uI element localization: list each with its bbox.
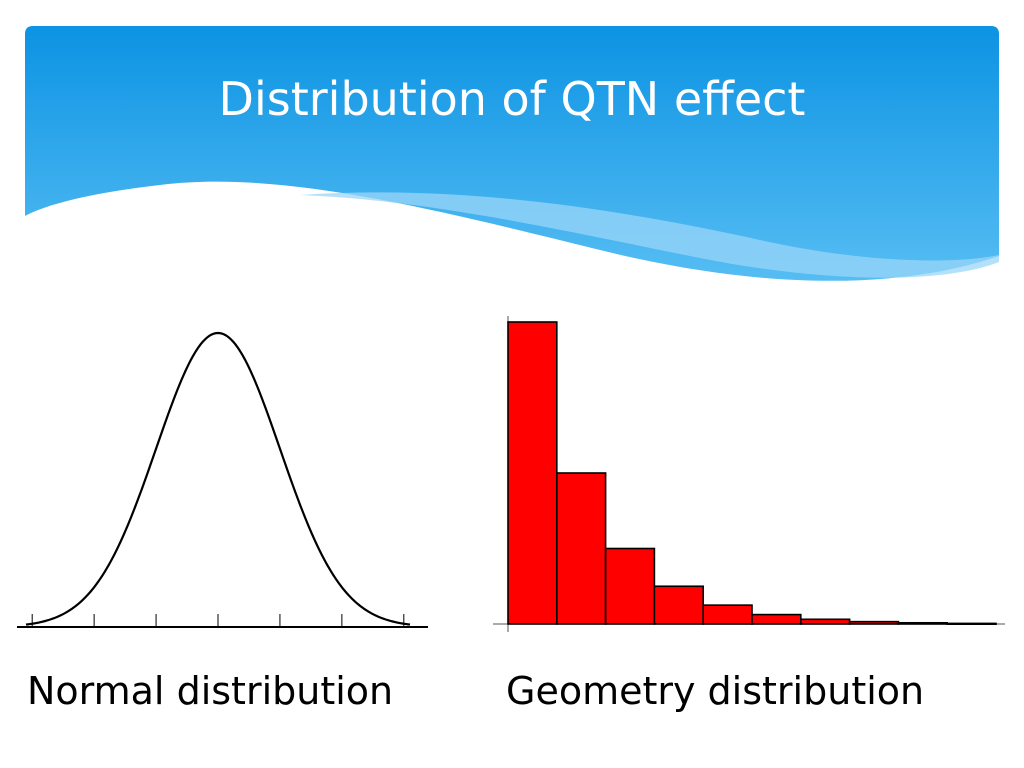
header-wave-light — [300, 192, 999, 278]
geo-bars — [507, 321, 997, 626]
normal-curve — [25, 331, 411, 626]
normal-distribution-caption: Normal distribution — [27, 669, 394, 713]
geo-bar-1 — [507, 321, 558, 625]
geo-bar-2 — [555, 472, 607, 625]
header-banner — [25, 26, 999, 281]
geo-bar-8 — [848, 620, 900, 625]
normal-distribution-chart — [17, 331, 428, 628]
geo-bar-3 — [604, 547, 656, 625]
geo-bar-4 — [653, 585, 705, 625]
slide-title: Distribution of QTN effect — [218, 72, 806, 126]
geo-bar-6 — [751, 613, 802, 625]
header-wave-main — [25, 26, 999, 281]
geo-bar-5 — [702, 604, 753, 625]
geo-bar-10 — [946, 622, 997, 626]
geo-bar-9 — [897, 621, 949, 625]
geo-bar-7 — [799, 618, 851, 625]
geometric-distribution-chart — [493, 316, 1005, 632]
normal-x-ticks — [31, 614, 405, 627]
geometry-distribution-caption: Geometry distribution — [506, 669, 925, 713]
